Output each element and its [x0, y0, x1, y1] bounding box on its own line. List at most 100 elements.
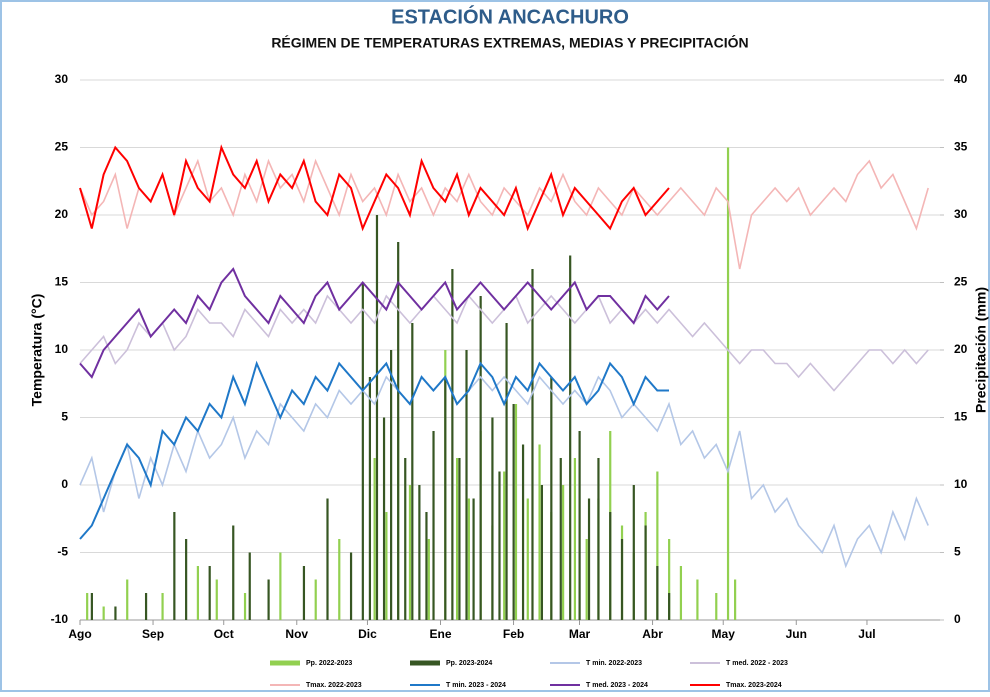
legend-label: Tmax. 2022-2023: [306, 682, 362, 689]
y-tick-label: 10: [55, 342, 69, 356]
precip-bar: [248, 552, 251, 620]
y2-tick-label: 40: [954, 72, 968, 86]
precip-bar: [587, 498, 591, 620]
precip-bar: [668, 539, 671, 620]
legend-label: Pp. 2022-2023: [306, 660, 352, 667]
precip-bar: [243, 593, 247, 620]
precip-bar: [467, 498, 470, 620]
legend-label: T med. 2022 - 2023: [726, 660, 788, 667]
precip-bar: [390, 350, 393, 620]
precip-bar: [656, 471, 659, 620]
y2-axis-label: Precipitación (mm): [973, 287, 989, 413]
precip-bar: [726, 147, 730, 620]
precip-bar: [679, 566, 683, 620]
legend-label: T min. 2023 - 2024: [446, 682, 506, 689]
y-tick-label: 25: [55, 140, 69, 154]
y2-tick-label: 5: [954, 545, 961, 559]
x-tick-label: Nov: [285, 627, 308, 641]
precip-bar: [382, 417, 386, 620]
y2-tick-label: 20: [954, 342, 968, 356]
precip-bar: [338, 539, 341, 620]
temp-line: [79, 375, 929, 569]
temp-line: [79, 267, 670, 379]
y-tick-label: 15: [55, 275, 69, 289]
precip-bar: [86, 593, 89, 620]
x-tick-label: Mar: [569, 627, 591, 641]
precip-bar: [715, 593, 718, 620]
precip-bar: [114, 606, 117, 620]
precip-bar: [472, 498, 475, 620]
temp-line: [79, 144, 670, 232]
precip-bar: [512, 404, 515, 620]
precip-bar: [455, 458, 459, 620]
precip-bar: [550, 377, 553, 620]
precip-bar: [90, 593, 93, 620]
y2-tick-label: 25: [954, 275, 968, 289]
temp-line: [79, 158, 929, 270]
legend-label: T min. 2022-2023: [586, 660, 642, 667]
precip-bar: [526, 498, 529, 620]
precip-bar: [585, 539, 588, 620]
y-axis-label: Temperatura (°C): [29, 294, 45, 407]
precip-bar: [196, 566, 200, 620]
x-tick-label: Feb: [503, 627, 524, 641]
y-tick-label: 20: [55, 207, 69, 221]
precip-bar: [559, 458, 562, 620]
precip-bar: [408, 485, 412, 620]
precip-bar: [373, 458, 376, 620]
precip-bar: [418, 485, 421, 620]
x-tick-label: Jun: [786, 627, 807, 641]
x-tick-label: Abr: [642, 627, 663, 641]
chart-title: ESTACIÓN ANCACHURO: [391, 4, 629, 28]
x-tick-label: Ago: [68, 627, 91, 641]
y2-tick-label: 35: [954, 140, 968, 154]
legend-label: T med. 2023 - 2024: [586, 682, 648, 689]
precip-bar: [232, 525, 235, 620]
precip-bar: [326, 498, 329, 620]
precip-bar: [538, 444, 541, 620]
precip-bar: [302, 566, 306, 620]
precip-bar: [696, 579, 699, 620]
legend-label: Tmax. 2023-2024: [726, 682, 782, 689]
y2-tick-label: 10: [954, 477, 968, 491]
precip-bar: [444, 377, 447, 620]
x-tick-label: Jul: [858, 627, 875, 641]
precip-bar: [632, 485, 635, 620]
precip-bar: [144, 593, 148, 620]
y2-tick-label: 30: [954, 207, 968, 221]
precip-bar: [505, 323, 508, 620]
precip-bar: [208, 566, 211, 620]
y-tick-label: 5: [61, 410, 68, 424]
precip-bar: [432, 431, 435, 620]
precip-bar: [102, 606, 105, 620]
precip-bar: [503, 471, 506, 620]
precip-bar: [609, 512, 612, 620]
precip-bar: [411, 323, 414, 620]
y2-tick-label: 15: [954, 410, 968, 424]
y-tick-label: 0: [61, 477, 68, 491]
precip-bar: [215, 579, 218, 620]
precip-bar: [465, 350, 468, 620]
precip-bar: [644, 525, 647, 620]
precip-bar: [597, 458, 600, 620]
precip-bar: [540, 485, 544, 620]
precip-bar: [397, 242, 400, 620]
precip-bar: [375, 215, 379, 620]
precip-bar: [491, 417, 494, 620]
precip-bar: [578, 431, 581, 620]
precip-bar: [498, 471, 501, 620]
y-tick-label: 30: [55, 72, 69, 86]
precip-bar: [425, 512, 428, 620]
precip-bar: [562, 485, 565, 620]
precip-bar: [427, 539, 430, 620]
precip-bar: [656, 566, 659, 620]
x-tick-label: Ene: [429, 627, 451, 641]
precip-bar: [173, 512, 176, 620]
precip-bar: [573, 458, 576, 620]
legend-label: Pp. 2023-2024: [446, 660, 492, 667]
precip-bar: [569, 255, 572, 620]
precip-bar: [451, 269, 454, 620]
precip-bar: [404, 458, 407, 620]
